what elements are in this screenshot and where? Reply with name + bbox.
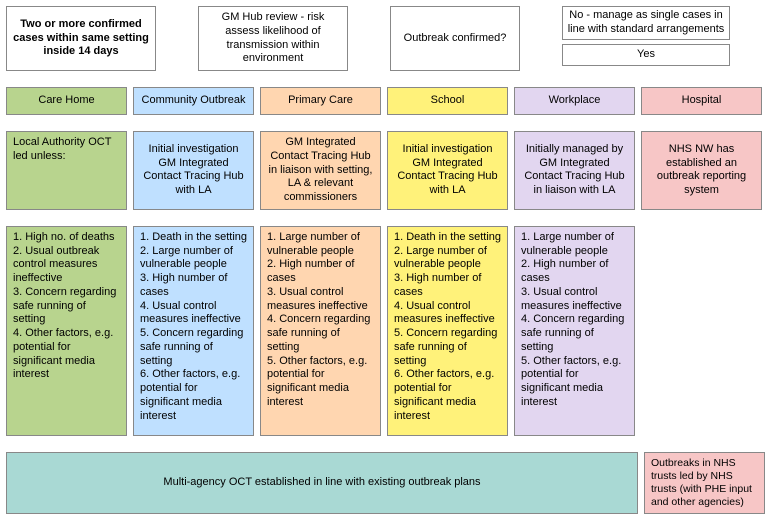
criteria-community: 1. Death in the setting2. Large number o… xyxy=(133,226,254,436)
yes-box: Yes xyxy=(562,44,730,66)
bottom-row: Multi-agency OCT established in line wit… xyxy=(6,452,765,515)
header-school: School xyxy=(387,87,508,115)
header-community: Community Outbreak xyxy=(133,87,254,115)
header-primary-care: Primary Care xyxy=(260,87,381,115)
invest-school: Initial investigation GM Integrated Cont… xyxy=(387,131,508,210)
gm-hub-review-box: GM Hub review - risk assess likelihood o… xyxy=(198,6,348,71)
criteria-row: 1. High no. of deaths2. Usual outbreak c… xyxy=(6,226,765,436)
investigation-row: Local Authority OCT led unless: Initial … xyxy=(6,131,765,210)
header-hospital: Hospital xyxy=(641,87,762,115)
header-row: Care Home Community Outbreak Primary Car… xyxy=(6,87,765,115)
outbreak-confirmed-box: Outbreak confirmed? xyxy=(390,6,520,71)
top-row: Two or more confirmed cases within same … xyxy=(6,6,765,71)
multi-agency-box: Multi-agency OCT established in line wit… xyxy=(6,452,638,515)
invest-workplace: Initially managed by GM Integrated Conta… xyxy=(514,131,635,210)
nhs-outbreak-box: Outbreaks in NHS trusts led by NHS trust… xyxy=(644,452,765,515)
invest-hospital: NHS NW has established an outbreak repor… xyxy=(641,131,762,210)
criteria-school: 1. Death in the setting2. Large number o… xyxy=(387,226,508,436)
header-workplace: Workplace xyxy=(514,87,635,115)
criteria-care-home: 1. High no. of deaths2. Usual outbreak c… xyxy=(6,226,127,436)
criteria-hospital-empty xyxy=(641,226,762,436)
header-care-home: Care Home xyxy=(6,87,127,115)
invest-care-home: Local Authority OCT led unless: xyxy=(6,131,127,210)
criteria-workplace: 1. Large number of vulnerable people2. H… xyxy=(514,226,635,436)
invest-community: Initial investigation GM Integrated Cont… xyxy=(133,131,254,210)
invest-primary-care: GM Integrated Contact Tracing Hub in lia… xyxy=(260,131,381,210)
no-manage-box: No - manage as single cases in line with… xyxy=(562,6,730,40)
criteria-primary-care: 1. Large number of vulnerable people2. H… xyxy=(260,226,381,436)
confirmed-cases-box: Two or more confirmed cases within same … xyxy=(6,6,156,71)
yes-no-stack: No - manage as single cases in line with… xyxy=(562,6,730,71)
